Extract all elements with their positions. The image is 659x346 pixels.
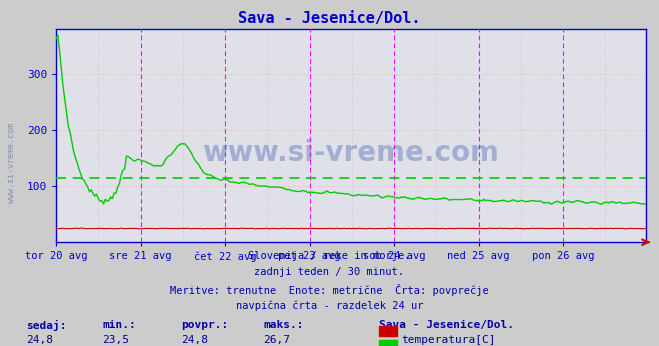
Text: www.si-vreme.com: www.si-vreme.com xyxy=(202,139,500,167)
Text: Sava - Jesenice/Dol.: Sava - Jesenice/Dol. xyxy=(239,11,420,26)
Text: navpična črta - razdelek 24 ur: navpična črta - razdelek 24 ur xyxy=(236,301,423,311)
Text: maks.:: maks.: xyxy=(264,320,304,330)
Text: www.si-vreme.com: www.si-vreme.com xyxy=(7,122,16,203)
Text: 23,5: 23,5 xyxy=(102,335,129,345)
Text: 24,8: 24,8 xyxy=(181,335,208,345)
Text: 26,7: 26,7 xyxy=(264,335,291,345)
Text: Meritve: trenutne  Enote: metrične  Črta: povprečje: Meritve: trenutne Enote: metrične Črta: … xyxy=(170,284,489,296)
Text: zadnji teden / 30 minut.: zadnji teden / 30 minut. xyxy=(254,267,405,277)
Text: povpr.:: povpr.: xyxy=(181,320,229,330)
Text: Sava - Jesenice/Dol.: Sava - Jesenice/Dol. xyxy=(379,320,514,330)
Text: temperatura[C]: temperatura[C] xyxy=(401,335,496,345)
Text: sedaj:: sedaj: xyxy=(26,320,67,331)
Text: Slovenija / reke in morje.: Slovenija / reke in morje. xyxy=(248,251,411,261)
Text: min.:: min.: xyxy=(102,320,136,330)
Text: 24,8: 24,8 xyxy=(26,335,53,345)
